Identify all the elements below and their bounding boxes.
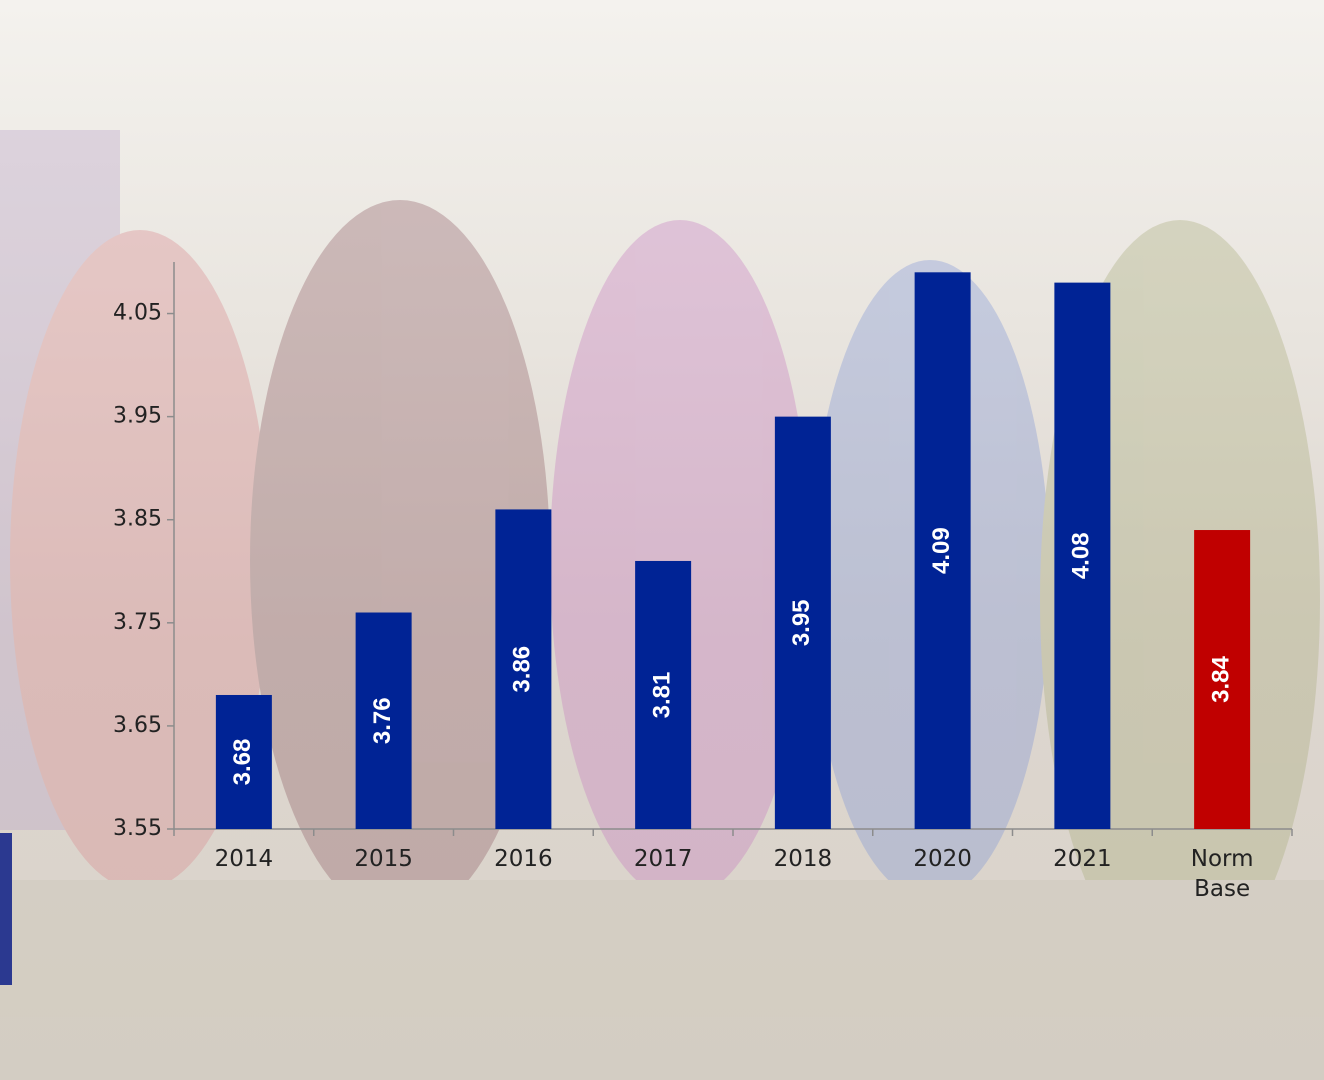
x-tick-label: 2017 [623, 844, 703, 874]
x-tick-label: 2021 [1042, 844, 1122, 874]
x-tick-label: 2020 [903, 844, 983, 874]
y-tick-label: 3.75 [113, 610, 162, 635]
value-label: 4.09 [928, 527, 955, 574]
x-tick-label: Norm Base [1182, 844, 1262, 904]
value-label: 3.68 [229, 739, 256, 786]
y-tick-label: 4.05 [113, 301, 162, 326]
page: 3.55 3.65 3.75 3.85 3.95 4.05 3.68 3.76 3.86 3.81… [0, 0, 1324, 1080]
side-bar [0, 833, 12, 985]
value-label: 3.86 [509, 646, 536, 693]
value-label: 4.08 [1068, 532, 1095, 579]
value-label: 3.95 [788, 599, 815, 646]
chart: 3.55 3.65 3.75 3.85 3.95 4.05 3.68 3.76 3.86 3.81… [0, 0, 1324, 1080]
value-label: 3.81 [648, 672, 675, 719]
value-label: 3.84 [1207, 656, 1234, 703]
y-tick-label: 3.85 [113, 507, 162, 532]
value-label: 3.76 [369, 697, 396, 744]
y-tick-label: 3.55 [113, 816, 162, 841]
y-tick-label: 3.65 [113, 713, 162, 738]
x-tick-label: 2018 [763, 844, 843, 874]
y-tick-label: 3.95 [113, 404, 162, 429]
x-tick-label: 2016 [483, 844, 563, 874]
x-tick-label: 2015 [344, 844, 424, 874]
x-tick-label: 2014 [204, 844, 284, 874]
